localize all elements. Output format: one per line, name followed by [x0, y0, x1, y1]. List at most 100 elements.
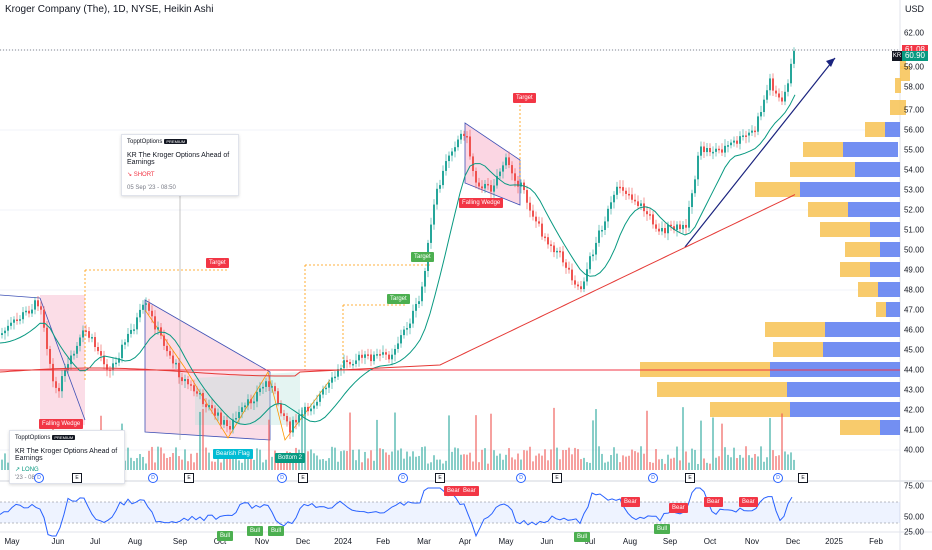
dividend-marker[interactable]: D [773, 473, 783, 483]
rsi-line [0, 487, 793, 538]
volume-bar [640, 446, 642, 470]
dividend-marker[interactable]: D [398, 473, 408, 483]
candle-body [484, 183, 486, 189]
last-price-tag: 61.08 [902, 45, 928, 55]
rsi-bear-signal[interactable]: Bear [460, 486, 479, 496]
candle-body [217, 412, 219, 416]
idea-card-long[interactable]: TopptOptions PREMIUM KR The Kroger Option… [9, 430, 125, 484]
volume-bar [148, 450, 150, 470]
currency-label[interactable]: USD [904, 4, 924, 14]
rsi-bull-signal[interactable]: Bull [217, 531, 234, 541]
volume-bar [271, 456, 273, 470]
time-axis-label: Oct [213, 537, 227, 546]
volume-bar [622, 455, 624, 470]
candle-body [538, 221, 540, 224]
volume-bar [463, 454, 465, 470]
dividend-marker[interactable]: D [516, 473, 526, 483]
candle-body [367, 354, 369, 356]
target-label-1[interactable]: Target [206, 258, 229, 268]
earnings-marker[interactable]: E [184, 473, 194, 483]
rsi-bear-signal[interactable]: Bear [669, 503, 688, 513]
volume-bar [760, 446, 762, 470]
target-label-3[interactable]: Target [387, 294, 410, 304]
volume-profile-down-segment [787, 382, 900, 397]
time-axis-label: May [4, 537, 20, 546]
volume-profile-down-segment [800, 182, 900, 197]
volume-bar [535, 455, 537, 470]
idea-card-short[interactable]: TopptOptions PREMIUM KR The Kroger Option… [121, 134, 239, 196]
rsi-bull-signal[interactable]: Bull [574, 532, 591, 542]
candle-body [163, 335, 165, 346]
candle-body [343, 360, 345, 369]
candle-body [4, 330, 6, 334]
rsi-bear-signal[interactable]: Bear [704, 497, 723, 507]
earnings-marker[interactable]: E [72, 473, 82, 483]
volume-profile-down-segment [880, 420, 900, 435]
brand-name: TopptOptions [15, 435, 51, 442]
rsi-bear-signal[interactable]: Bear [621, 497, 640, 507]
candle-body [424, 270, 426, 287]
earnings-marker[interactable]: E [552, 473, 562, 483]
volume-bar [553, 407, 555, 470]
rsi-bull-signal[interactable]: Bull [654, 524, 671, 534]
bottom-2-label[interactable]: Bottom 2 [275, 453, 306, 463]
candle-body [244, 405, 246, 408]
idea-card-date: '23 - 08:30 [15, 475, 44, 482]
volume-bar [220, 462, 222, 470]
volume-bar [208, 452, 210, 470]
dividend-marker[interactable]: D [148, 473, 158, 483]
target-label-2[interactable]: Target [411, 252, 434, 262]
volume-bar [709, 463, 711, 470]
candle-body [58, 387, 60, 392]
candle-body [430, 224, 432, 243]
volume-bar [625, 456, 627, 470]
falling-wedge-label-2[interactable]: Falling Wedge [459, 198, 504, 208]
earnings-marker[interactable]: E [298, 473, 308, 483]
volume-bar [619, 462, 621, 470]
candle-body [214, 408, 216, 416]
dividend-marker[interactable]: D [34, 473, 44, 483]
volume-bar [265, 459, 267, 470]
volume-bar [685, 451, 687, 470]
volume-profile-up-segment [840, 262, 870, 277]
falling-wedge-label-1[interactable]: Falling Wedge [39, 419, 84, 429]
rsi-bear-signal[interactable]: Bear [444, 486, 463, 496]
candle-body [460, 133, 462, 140]
earnings-marker[interactable]: E [685, 473, 695, 483]
rsi-bull-signal[interactable]: Bull [268, 526, 285, 536]
earnings-marker[interactable]: E [798, 473, 808, 483]
dividend-marker[interactable]: D [648, 473, 658, 483]
price-axis-label: 44.00 [903, 365, 924, 375]
current-price-value: 60.90 [904, 51, 926, 60]
volume-bar [406, 451, 408, 470]
bearish-flag-label[interactable]: Bearish Flag [213, 449, 253, 459]
volume-bar [346, 450, 348, 470]
rsi-bear-signal[interactable]: Bear [739, 497, 758, 507]
candle-body [55, 381, 57, 388]
volume-bar [682, 407, 684, 470]
time-axis-label: Aug [622, 537, 638, 546]
volume-bar [688, 462, 690, 470]
earnings-marker[interactable]: E [435, 473, 445, 483]
volume-bar [616, 453, 618, 470]
candle-body [730, 142, 732, 146]
dividend-marker[interactable]: D [277, 473, 287, 483]
candle-body [715, 148, 717, 152]
candle-body [136, 317, 138, 330]
volume-bar [415, 456, 417, 470]
rsi-bull-signal[interactable]: Bull [247, 526, 264, 536]
candle-body [328, 382, 330, 388]
symbol-title[interactable]: Kroger Company (The), 1D, NYSE, Heikin A… [5, 4, 214, 15]
candle-body [598, 230, 600, 243]
candle-body [196, 391, 198, 394]
volume-bar [583, 457, 585, 470]
volume-profile-up-segment [890, 100, 906, 115]
time-axis-label: Aug [127, 537, 143, 546]
volume-bar [556, 447, 558, 470]
volume-bar [781, 413, 783, 470]
volume-bar [748, 455, 750, 470]
candle-body [88, 331, 90, 338]
target-label-4[interactable]: Target [513, 93, 536, 103]
volume-bar [319, 459, 321, 470]
